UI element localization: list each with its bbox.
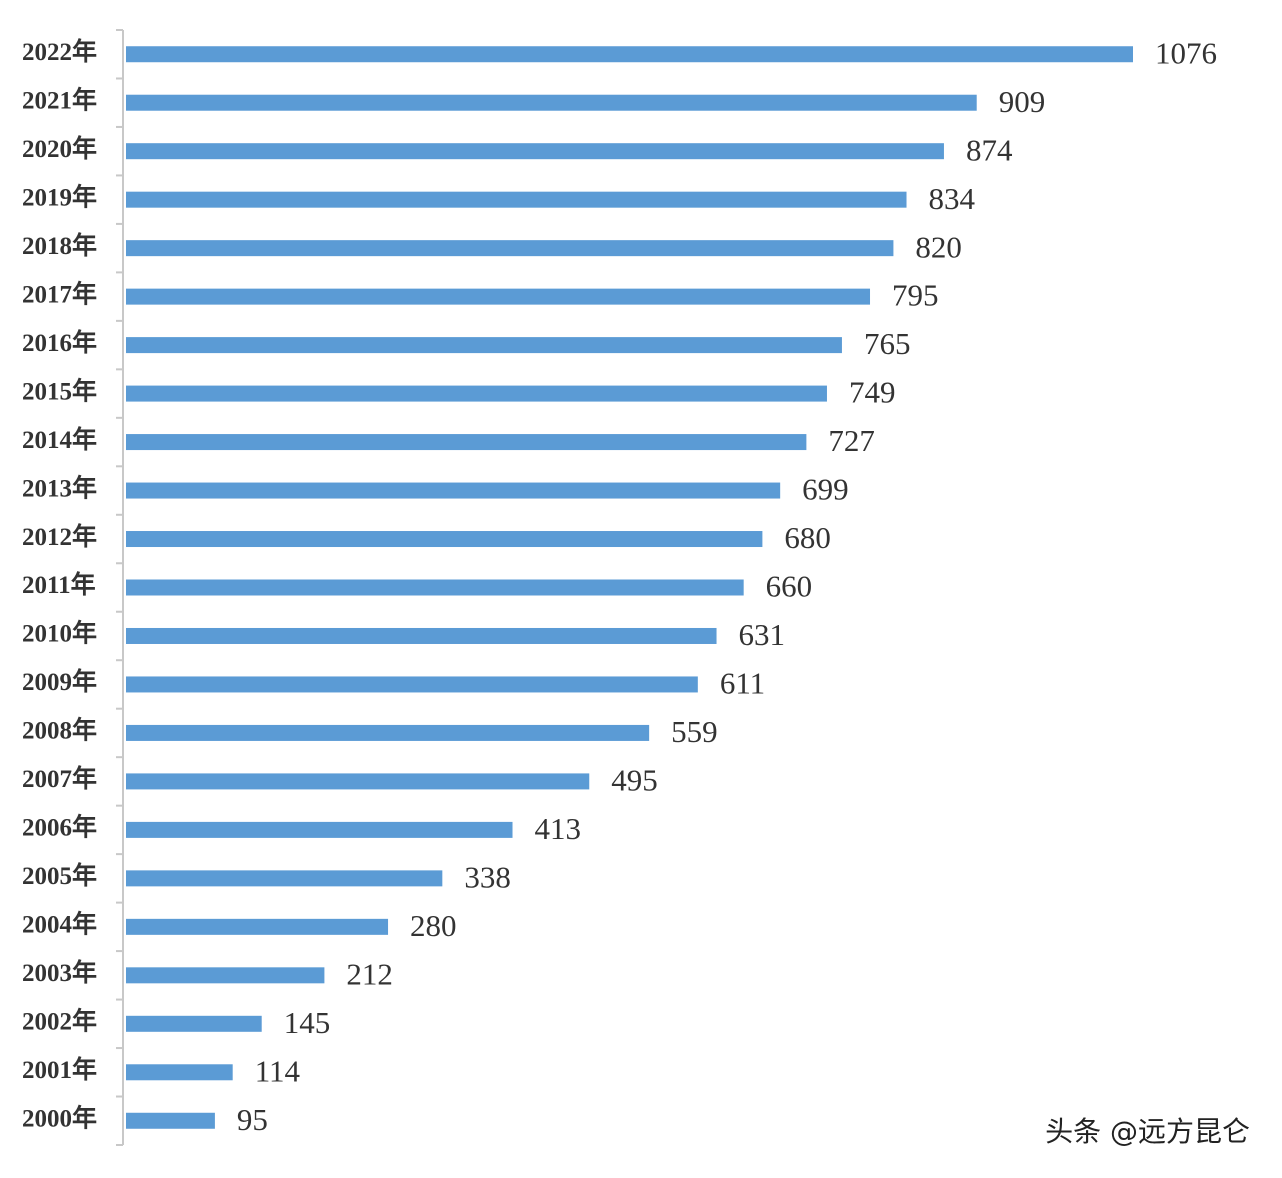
value-label: 765 [864,326,911,361]
value-label: 820 [915,229,962,264]
value-label: 834 [929,181,976,216]
bar [126,385,827,402]
bar [126,434,807,451]
watermark: 头条 @远方昆仑 [1045,1115,1250,1148]
category-label: 2010年 [22,619,97,648]
bar [126,870,443,887]
category-label: 2006年 [22,813,97,842]
category-label: 2017年 [22,279,97,308]
value-label: 660 [766,569,813,604]
bar [126,240,894,257]
value-label: 413 [535,811,582,846]
category-label: 2005年 [22,861,97,890]
bar [126,821,513,838]
bar [126,967,325,984]
category-label: 2020年 [22,134,97,163]
bar [126,191,907,208]
category-label: 2003年 [22,958,97,987]
value-label: 680 [784,520,831,555]
value-label: 559 [671,714,718,749]
bar [126,1064,233,1081]
category-label: 2008年 [22,716,97,745]
bar [126,918,389,935]
value-label: 145 [284,1005,331,1040]
category-label: 2012年 [22,522,97,551]
value-label: 874 [966,132,1013,167]
value-label: 727 [828,423,875,458]
bar [126,579,744,596]
category-label: 2016年 [22,328,97,357]
category-label: 2019年 [22,182,97,211]
bar [126,773,590,790]
bar [126,143,944,160]
category-label: 2022年 [22,37,97,66]
bar [126,337,842,354]
value-label: 795 [892,278,939,313]
bar [126,94,977,111]
value-label: 338 [464,859,511,894]
value-label: 114 [255,1053,301,1088]
value-label: 631 [739,617,786,652]
value-label: 699 [802,472,849,507]
category-label: 2007年 [22,764,97,793]
bar [126,1015,262,1032]
value-label: 909 [999,84,1046,119]
bar [126,1112,215,1129]
category-label: 2021年 [22,85,97,114]
category-label: 2001年 [22,1055,97,1084]
bar [126,482,781,499]
value-label: 95 [237,1102,268,1137]
category-label: 2000年 [22,1103,97,1132]
value-label: 495 [611,763,658,798]
category-label: 2018年 [22,231,97,260]
value-label: 212 [346,956,393,991]
category-label: 2009年 [22,667,97,696]
value-label: 749 [849,375,896,410]
category-label: 2011年 [22,570,96,599]
value-label: 1076 [1155,35,1217,70]
category-label: 2013年 [22,473,97,502]
bar [126,46,1133,63]
value-label: 611 [720,666,765,701]
category-label: 2002年 [22,1007,97,1036]
category-label: 2004年 [22,910,97,939]
bar [126,627,717,644]
bar [126,531,763,548]
category-label: 2015年 [22,376,97,405]
category-label: 2014年 [22,425,97,454]
bar [126,288,871,305]
bar [126,724,650,741]
bar [126,676,698,693]
value-label: 280 [410,908,457,943]
